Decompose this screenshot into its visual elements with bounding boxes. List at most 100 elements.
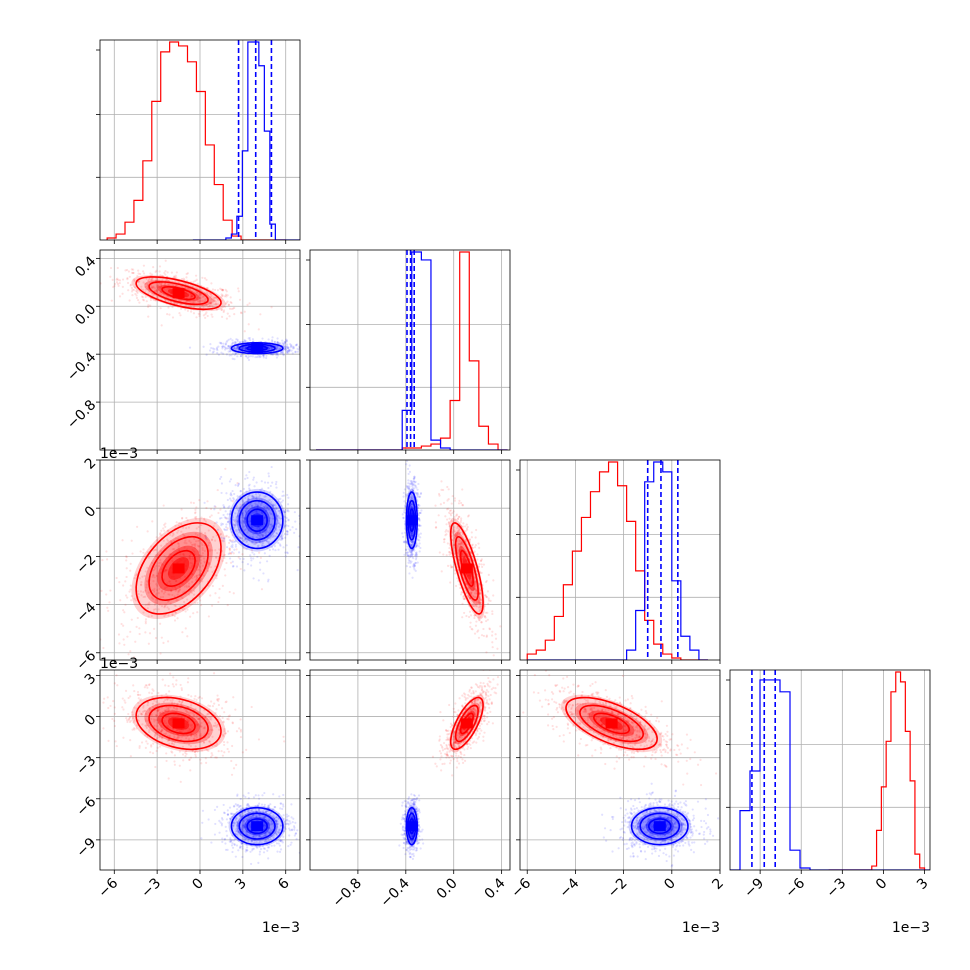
panel-frame (519, 459, 721, 661)
blue-density-peak (405, 821, 418, 832)
blue-histogram (730, 679, 930, 870)
hist-panel-3: −9 −6 −3 0 3 (726, 669, 932, 901)
x-tick-label: −6 (508, 875, 534, 901)
blue-contour (246, 818, 268, 835)
x-tick-label: 3 (914, 875, 932, 893)
red-histogram (828, 671, 926, 870)
blue-density-peak (405, 515, 418, 526)
y-offset-label: 1e−3 (100, 656, 138, 672)
x-tick-label: 3 (232, 875, 250, 893)
y-tick-label: 0 (82, 503, 100, 521)
scatter-panel-2-1 (306, 459, 511, 664)
x-tick-label: −4 (557, 875, 583, 901)
x-tick-label: 0 (661, 875, 679, 893)
red-contour (135, 276, 222, 311)
red-samples (434, 480, 502, 657)
hist-panel-0 (96, 39, 301, 244)
red-contour (161, 549, 196, 587)
x-tick-label: 0.4 (482, 875, 509, 902)
x-tick-label: 0 (873, 875, 891, 893)
y-tick-label: −9 (73, 835, 99, 861)
y-tick-label: −0.4 (64, 349, 99, 384)
red-histogram (526, 461, 708, 660)
scatter-panel-3-0: −6 −3 0 3 6 −9 −6 −3 0 3 (73, 669, 301, 901)
blue-density-peak (251, 821, 264, 832)
x-tick-label: −0.4 (378, 875, 413, 910)
y-tick-label: 0.0 (72, 301, 99, 328)
blue-contour (639, 812, 681, 840)
y-tick-label: −2 (73, 551, 99, 577)
blue-contour (230, 342, 284, 355)
blue-contour (647, 818, 672, 835)
panel-frame (309, 459, 511, 661)
y-tick-label: 0 (82, 712, 100, 730)
red-density-peak (172, 718, 185, 729)
x-tick-label: 6 (275, 875, 293, 893)
x-tick-label: 0.0 (434, 875, 461, 902)
blue-contour (238, 499, 276, 541)
blue-histogram (527, 461, 708, 660)
panel-frame (309, 669, 511, 871)
blue-contour (238, 812, 276, 840)
red-contour (593, 712, 631, 735)
red-contour (148, 281, 209, 306)
red-contour (135, 696, 222, 751)
blue-contour (630, 806, 689, 846)
y-tick-label: 3 (82, 671, 100, 689)
panel-frame (729, 669, 931, 871)
panel-frame (309, 249, 511, 451)
y-tick-label: −4 (73, 600, 99, 626)
panel-frame (519, 669, 721, 871)
red-density-peak (460, 718, 473, 729)
blue-density-peak (251, 343, 264, 354)
y-tick-label: −6 (73, 794, 99, 820)
y-offset-label: 1e−3 (100, 446, 138, 462)
x-tick-label: −6 (782, 875, 808, 901)
blue-density-peak (653, 821, 666, 832)
x-tick-label: −6 (95, 875, 121, 901)
y-tick-label: 2 (82, 455, 100, 473)
red-density-peak (460, 563, 473, 574)
scatter-panel-3-2: −6 −4 −2 0 2 (508, 669, 727, 901)
blue-contour (230, 806, 284, 846)
hist-panel-2 (516, 459, 721, 664)
red-contour (148, 536, 209, 601)
red-contour (135, 522, 222, 615)
red-contour (565, 696, 658, 751)
red-contour (449, 522, 484, 615)
red-contour (454, 704, 479, 743)
blue-contour (246, 508, 268, 533)
scatter-panel-2-0: −6 −4 −2 0 2 (73, 455, 301, 674)
scatter-panel-1-0: −0.8 −0.4 0.0 0.4 (64, 249, 301, 454)
y-tick-label: 0.4 (72, 253, 99, 280)
scatter-panel-3-1: −0.8 −0.4 0.0 0.4 (306, 669, 511, 911)
y-tick-label: −3 (73, 753, 99, 779)
red-density-peak (172, 563, 185, 574)
red-density-peak (172, 288, 185, 299)
red-contour (148, 704, 209, 743)
x-offset-label: 1e−3 (892, 920, 930, 936)
red-contour (161, 712, 196, 735)
blue-histogram (192, 41, 300, 240)
x-offset-label: 1e−3 (682, 920, 720, 936)
x-tick-label: −0.8 (330, 875, 365, 910)
blue-density-peak (251, 515, 264, 526)
blue-histogram (315, 251, 508, 450)
x-tick-label: −9 (741, 875, 767, 901)
x-tick-label: 2 (709, 875, 727, 893)
red-contour (579, 704, 644, 743)
x-tick-label: −3 (138, 875, 164, 901)
hist-panel-1 (306, 249, 511, 454)
y-tick-label: −0.8 (64, 397, 99, 432)
x-offset-label: 1e−3 (262, 920, 300, 936)
x-tick-label: 0 (189, 875, 207, 893)
red-density-peak (605, 718, 618, 729)
y-tick-label: −6 (73, 648, 99, 674)
x-tick-label: −3 (823, 875, 849, 901)
x-tick-label: −2 (605, 875, 631, 901)
red-histogram (315, 251, 508, 450)
red-contour (454, 536, 479, 601)
red-contour (449, 696, 484, 751)
red-histogram (106, 41, 286, 240)
